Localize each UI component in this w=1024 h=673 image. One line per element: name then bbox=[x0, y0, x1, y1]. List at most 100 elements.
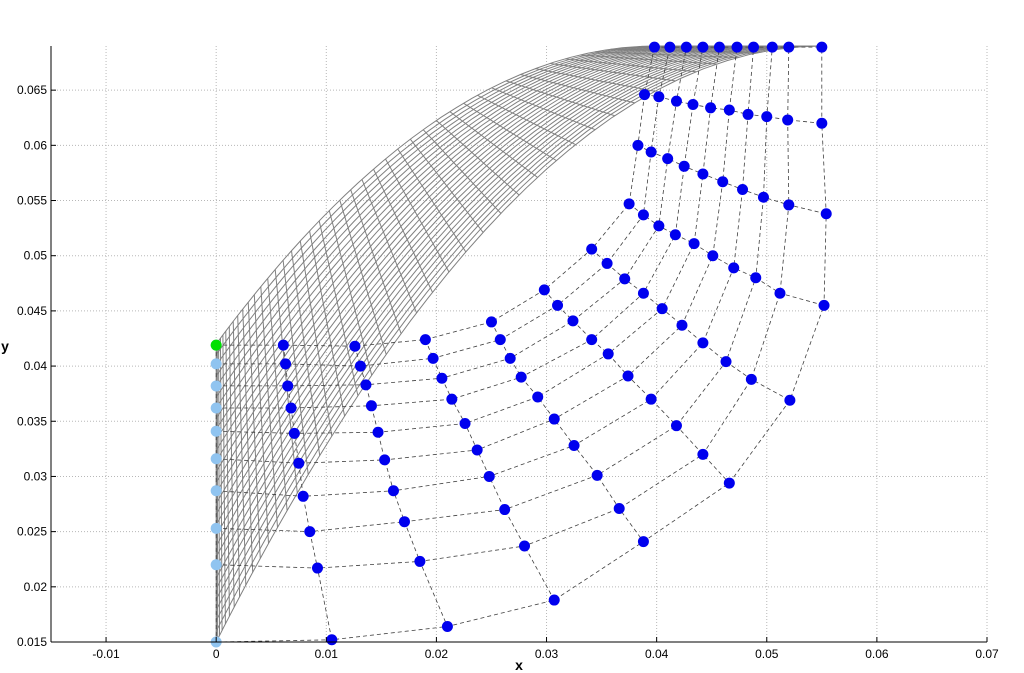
data-point bbox=[354, 360, 366, 372]
dashed-column-line bbox=[628, 203, 825, 306]
dashed-column-line bbox=[425, 339, 555, 601]
data-point bbox=[567, 315, 579, 327]
data-point bbox=[210, 380, 222, 392]
data-point bbox=[748, 41, 760, 53]
x-tick-label: -0.01 bbox=[92, 647, 120, 661]
mesh-line-along bbox=[215, 45, 722, 462]
data-point bbox=[623, 198, 635, 210]
data-point bbox=[494, 334, 506, 346]
mesh-line-across bbox=[595, 51, 738, 58]
data-point bbox=[277, 339, 289, 351]
data-point bbox=[783, 199, 795, 211]
data-point bbox=[538, 284, 550, 296]
mesh-line-across bbox=[550, 62, 676, 82]
mesh-line-along bbox=[215, 45, 687, 398]
data-point bbox=[697, 168, 709, 180]
data-point bbox=[532, 391, 544, 403]
mesh-line-across bbox=[350, 189, 402, 334]
y-tick-label: 0.035 bbox=[17, 414, 47, 428]
y-tick-labels: 0.015 0.02 0.025 0.03 0.035 0.04 0.045 0.05 0.05… bbox=[17, 83, 47, 649]
mesh-line-across bbox=[422, 129, 502, 214]
data-point bbox=[761, 111, 773, 123]
mesh-line-along bbox=[215, 45, 793, 590]
mesh-line-along bbox=[215, 45, 757, 526]
data-point bbox=[784, 394, 796, 406]
y-tick-label: 0.05 bbox=[24, 249, 48, 263]
data-point bbox=[688, 238, 700, 250]
data-point bbox=[723, 477, 735, 489]
data-point bbox=[670, 420, 682, 432]
mesh-line-along bbox=[215, 45, 716, 451]
mesh-line-along bbox=[215, 45, 799, 600]
mesh-line-across bbox=[409, 138, 484, 233]
data-point bbox=[680, 41, 692, 53]
x-tick-label: 0.04 bbox=[645, 647, 669, 661]
data-point bbox=[499, 504, 511, 516]
mesh-line-across bbox=[491, 87, 596, 131]
mesh-line-across bbox=[385, 158, 450, 273]
data-point bbox=[552, 299, 564, 311]
data-point bbox=[515, 371, 527, 383]
mesh-line-along bbox=[215, 45, 816, 632]
mesh-line-across bbox=[318, 220, 359, 396]
mesh-line-along bbox=[215, 45, 698, 419]
data-point bbox=[637, 287, 649, 299]
data-point bbox=[586, 334, 598, 346]
y-axis-label: y bbox=[1, 338, 9, 354]
mesh-line-across bbox=[225, 331, 230, 617]
x-tick-label: 0.02 bbox=[425, 647, 449, 661]
data-point bbox=[645, 146, 657, 158]
data-point bbox=[519, 540, 531, 552]
data-point bbox=[619, 273, 631, 285]
mesh-line-along bbox=[215, 45, 734, 483]
mesh-line-across bbox=[247, 302, 261, 559]
data-point bbox=[820, 208, 832, 220]
mesh-line-across bbox=[222, 334, 226, 625]
data-point bbox=[670, 95, 682, 107]
y-tick-label: 0.045 bbox=[17, 304, 47, 318]
data-point bbox=[210, 402, 222, 414]
mesh-line-along bbox=[215, 45, 775, 558]
data-point bbox=[210, 358, 222, 370]
data-point bbox=[707, 250, 719, 262]
data-point bbox=[705, 102, 717, 114]
mesh-line-across bbox=[291, 250, 321, 456]
x-tick-label: 0.03 bbox=[535, 647, 559, 661]
data-point bbox=[285, 402, 297, 414]
dashed-column-line bbox=[282, 345, 333, 640]
data-point bbox=[678, 160, 690, 172]
dashed-row-line bbox=[216, 47, 754, 497]
mesh-line-along bbox=[215, 45, 752, 515]
mesh-line-across bbox=[397, 148, 467, 253]
data-point bbox=[483, 470, 495, 482]
data-point bbox=[632, 139, 644, 151]
data-point bbox=[441, 621, 453, 633]
mesh-line-along bbox=[215, 45, 740, 494]
mesh-line-across bbox=[373, 168, 433, 293]
data-point bbox=[717, 176, 729, 188]
data-point bbox=[365, 400, 377, 412]
data-point bbox=[372, 426, 384, 438]
data-point bbox=[637, 536, 649, 548]
mesh-line-along bbox=[215, 45, 657, 345]
y-tick-label: 0.03 bbox=[24, 469, 48, 483]
data-point bbox=[687, 98, 699, 110]
data-point bbox=[419, 334, 431, 346]
data-point bbox=[766, 41, 778, 53]
data-point bbox=[648, 41, 660, 53]
axes bbox=[50, 46, 988, 643]
data-point bbox=[723, 104, 735, 116]
data-point bbox=[304, 526, 316, 538]
data-point bbox=[697, 337, 709, 349]
mesh-line-across bbox=[520, 74, 635, 104]
dashed-column-line bbox=[637, 144, 827, 215]
mesh-line-across bbox=[282, 260, 309, 475]
mesh-line-across bbox=[565, 58, 696, 73]
data-point bbox=[591, 469, 603, 481]
data-point bbox=[639, 89, 651, 101]
data-point bbox=[387, 485, 399, 497]
mesh-line-across bbox=[436, 120, 520, 196]
y-tick-label: 0.065 bbox=[17, 83, 47, 97]
data-point bbox=[602, 348, 614, 360]
x-tick-label: 0.06 bbox=[865, 647, 889, 661]
